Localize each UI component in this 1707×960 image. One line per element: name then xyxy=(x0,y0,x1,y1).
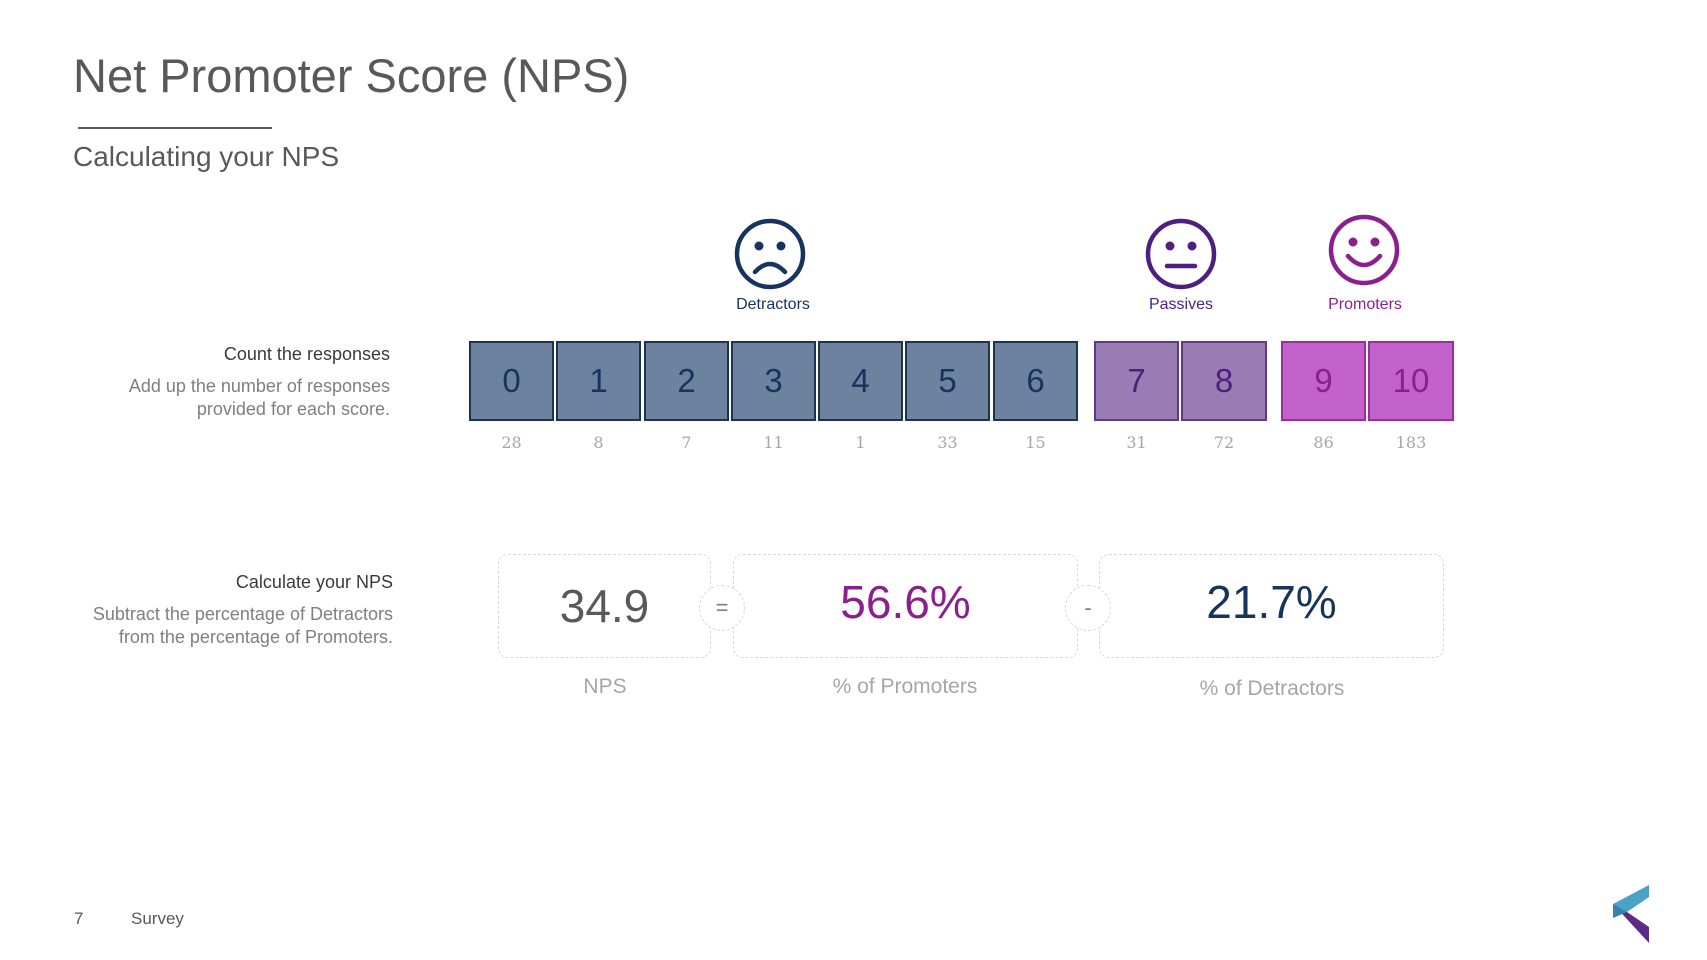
count-value-5: 33 xyxy=(937,433,958,452)
passives-label: Passives xyxy=(1148,296,1214,313)
brand-logo-icon xyxy=(1613,885,1653,943)
detractors-pct-label: % of Detractors xyxy=(1199,677,1345,700)
slide-subtitle: Calculating your NPS xyxy=(73,141,340,172)
promoters-pct-value: 56.6% xyxy=(840,576,971,628)
score-box-0: 0 xyxy=(469,341,554,421)
count-heading: Count the responses xyxy=(223,344,390,364)
score-box-4: 4 xyxy=(818,341,903,421)
count-section: Count the responses Add up the number of… xyxy=(129,344,390,421)
count-value-3: 11 xyxy=(763,433,784,452)
score-box-5: 5 xyxy=(905,341,990,421)
detractors-pct-box: 21.7% xyxy=(1099,554,1444,658)
score-box-7: 7 xyxy=(1094,341,1179,421)
count-description: Add up the number of responses provided … xyxy=(128,376,390,419)
count-value-0: 28 xyxy=(501,433,522,452)
page-number: 7 xyxy=(74,909,84,928)
score-box-10: 10 xyxy=(1368,341,1454,421)
footer-label: Survey xyxy=(131,909,184,928)
score-box-1: 1 xyxy=(556,341,641,421)
count-value-2: 7 xyxy=(681,433,692,452)
score-box-6: 6 xyxy=(993,341,1078,421)
detractors-label: Detractors xyxy=(736,296,810,313)
calc-description: Subtract the percentage of Detractors fr… xyxy=(92,604,393,647)
detractors-pct-value: 21.7% xyxy=(1206,576,1337,628)
promoters-label: Promoters xyxy=(1328,296,1402,313)
score-box-9: 9 xyxy=(1281,341,1366,421)
count-value-4: 1 xyxy=(855,433,866,452)
promoters-pct-box: 56.6% xyxy=(733,554,1078,658)
score-box-3: 3 xyxy=(731,341,816,421)
count-value-9: 86 xyxy=(1313,433,1334,452)
nps-label: NPS xyxy=(583,675,627,698)
equals-operator: = xyxy=(699,585,745,631)
count-value-1: 8 xyxy=(593,433,604,452)
slide-title: Net Promoter Score (NPS) xyxy=(73,49,630,102)
score-box-2: 2 xyxy=(644,341,729,421)
count-value-6: 15 xyxy=(1025,433,1046,452)
count-value-7: 31 xyxy=(1126,433,1147,452)
calc-heading: Calculate your NPS xyxy=(235,572,393,592)
score-box-8: 8 xyxy=(1181,341,1267,421)
count-value-8: 72 xyxy=(1213,433,1235,452)
calc-section: Calculate your NPS Subtract the percenta… xyxy=(93,572,393,649)
neutral-face-icon xyxy=(1145,218,1217,290)
title-underline xyxy=(78,127,272,129)
promoters-pct-label: % of Promoters xyxy=(832,675,978,698)
sad-face-icon xyxy=(734,218,806,290)
happy-face-icon xyxy=(1328,214,1400,286)
nps-value-box: 34.9 xyxy=(498,554,711,658)
count-value-10: 183 xyxy=(1395,433,1427,452)
minus-operator: - xyxy=(1065,585,1111,631)
nps-value: 34.9 xyxy=(559,580,650,632)
